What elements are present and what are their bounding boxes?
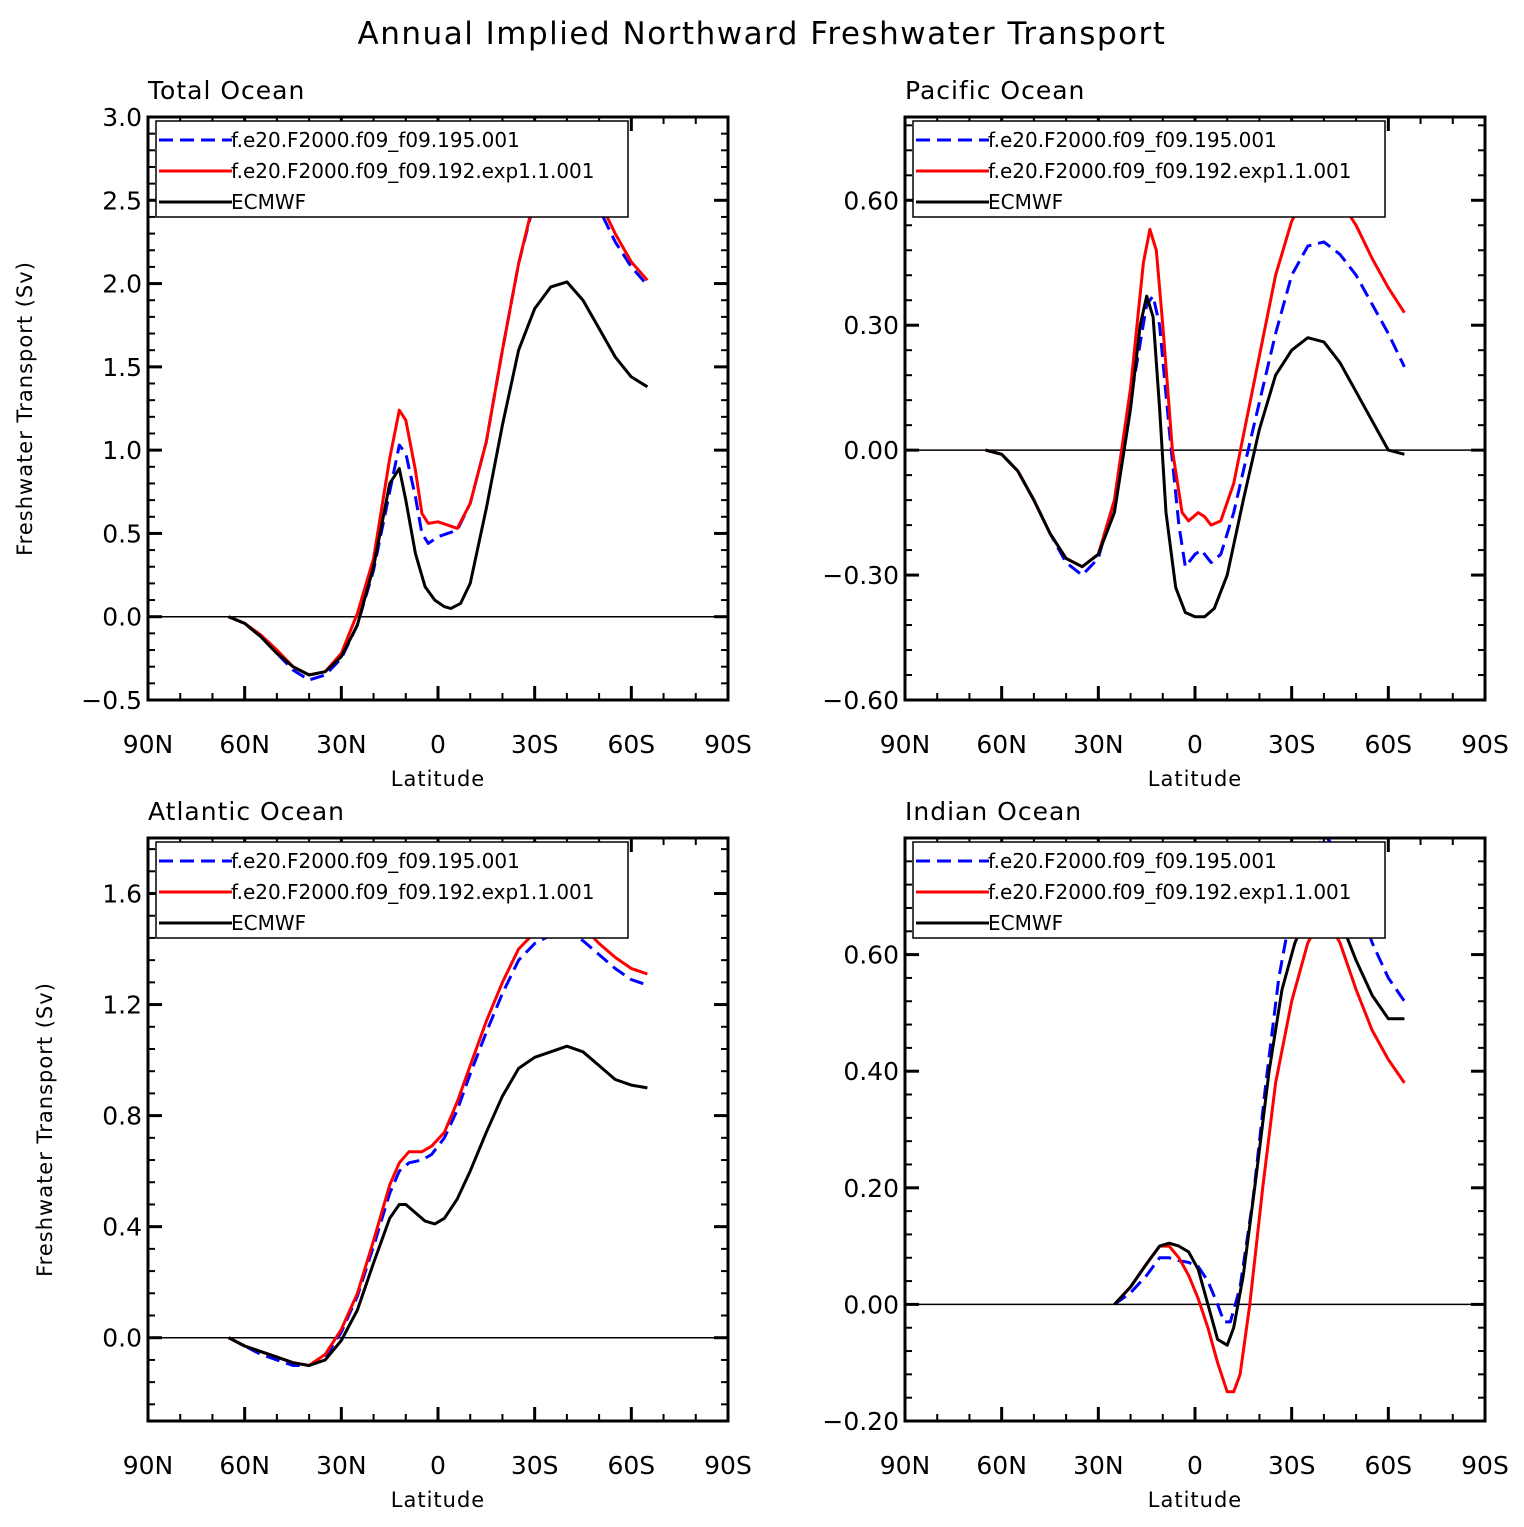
series-line	[227, 1044, 648, 1367]
legend-label: ECMWF	[988, 911, 1063, 935]
x-tick-label: 30N	[1073, 730, 1124, 759]
x-tick-label: 90N	[123, 1451, 174, 1480]
chart-panel: Total Ocean −0.5 0.0 0.5 1.0 1.5 2.0 2.5 3.0 90N 6…	[13, 76, 752, 791]
x-tick-label: 60S	[607, 730, 655, 759]
series-line	[1113, 918, 1406, 1394]
x-tick-label: 90S	[704, 730, 752, 759]
y-tick-label: 3.0	[102, 103, 142, 132]
legend-label: f.e20.F2000.f09_f09.195.001	[988, 128, 1277, 152]
y-tick-label: 1.5	[102, 353, 142, 382]
x-tick-label: 0	[430, 730, 446, 759]
x-tick-label: 90S	[1461, 730, 1509, 759]
y-tick-label: −0.60	[822, 686, 899, 715]
chart-panel: Indian Ocean −0.20 0.00 0.20 0.40 0.60 90N 60N 3…	[822, 797, 1508, 1512]
legend-label: ECMWF	[988, 190, 1063, 214]
y-axis-label: Freshwater Transport (Sv)	[13, 261, 37, 556]
figure-title: Annual Implied Northward Freshwater Tran…	[358, 16, 1167, 52]
legend-box	[155, 120, 629, 218]
y-tick-label: 0.30	[843, 311, 899, 340]
y-tick-label: 0.20	[843, 1174, 899, 1203]
y-tick-label: 0.00	[843, 436, 899, 465]
x-axis-label: Latitude	[1148, 1488, 1242, 1512]
chart-panel: Pacific Ocean −0.60 −0.30 0.00 0.30 0.60 90N 60…	[822, 76, 1508, 791]
series-line	[985, 294, 1405, 619]
plot-frame	[903, 115, 1487, 702]
y-tick-label: 0.60	[843, 941, 899, 970]
legend-label: f.e20.F2000.f09_f09.192.exp1.1.001	[988, 880, 1352, 904]
x-tick-label: 60N	[976, 1451, 1027, 1480]
y-tick-label: 2.5	[102, 186, 142, 215]
y-tick-label: 1.6	[102, 880, 142, 909]
y-tick-label: −0.5	[81, 686, 142, 715]
x-tick-label: 30S	[511, 730, 559, 759]
y-axis-label: Freshwater Transport (Sv)	[33, 982, 57, 1277]
x-tick-label: 30N	[316, 1451, 367, 1480]
x-tick-label: 90N	[880, 1451, 931, 1480]
x-tick-label: 0	[1187, 730, 1203, 759]
x-tick-label: 30S	[511, 1451, 559, 1480]
legend-box	[912, 841, 1386, 939]
series-line	[985, 240, 1406, 577]
y-tick-label: −0.30	[822, 561, 899, 590]
x-tick-label: 60S	[607, 1451, 655, 1480]
x-tick-label: 30N	[1073, 1451, 1124, 1480]
x-tick-label: 90N	[880, 730, 931, 759]
legend-box	[155, 841, 629, 939]
legend-label: ECMWF	[231, 190, 306, 214]
x-tick-label: 30S	[1268, 1451, 1316, 1480]
y-tick-label: −0.20	[822, 1407, 899, 1436]
panel-title: Pacific Ocean	[905, 76, 1085, 105]
legend-label: f.e20.F2000.f09_f09.192.exp1.1.001	[988, 159, 1352, 183]
x-axis-label: Latitude	[1148, 767, 1242, 791]
y-tick-label: 0.60	[843, 186, 899, 215]
panel-title: Total Ocean	[147, 76, 305, 105]
plot-frame	[903, 836, 1487, 1423]
x-tick-label: 0	[1187, 1451, 1203, 1480]
x-tick-label: 90S	[1461, 1451, 1509, 1480]
x-tick-label: 90N	[123, 730, 174, 759]
plot-frame	[146, 115, 730, 702]
y-tick-label: 0.00	[843, 1290, 899, 1319]
panel-title: Atlantic Ocean	[148, 797, 345, 826]
y-tick-label: 0.40	[843, 1057, 899, 1086]
legend-label: f.e20.F2000.f09_f09.192.exp1.1.001	[231, 159, 595, 183]
series-line	[228, 280, 649, 677]
x-tick-label: 60N	[219, 730, 270, 759]
panel-title: Indian Ocean	[905, 797, 1082, 826]
x-axis-label: Latitude	[391, 767, 485, 791]
chart-panel: Atlantic Ocean 0.0 0.4 0.8 1.2 1.6 90N 60N 30N 0 3…	[33, 797, 752, 1512]
x-tick-label: 30N	[316, 730, 367, 759]
y-tick-label: 0.5	[102, 519, 142, 548]
legend-label: f.e20.F2000.f09_f09.192.exp1.1.001	[231, 880, 595, 904]
legend-label: ECMWF	[231, 911, 306, 935]
x-tick-label: 60N	[219, 1451, 270, 1480]
y-tick-label: 1.0	[102, 436, 142, 465]
x-tick-label: 60S	[1364, 730, 1412, 759]
x-axis-label: Latitude	[391, 1488, 485, 1512]
y-tick-label: 0.8	[102, 1102, 142, 1131]
y-tick-label: 0.4	[102, 1213, 142, 1242]
series-line	[228, 157, 649, 682]
y-tick-label: 0.0	[102, 1324, 142, 1353]
legend-label: f.e20.F2000.f09_f09.195.001	[988, 849, 1277, 873]
x-tick-label: 90S	[704, 1451, 752, 1480]
plot-frame	[146, 836, 730, 1423]
legend-box	[912, 120, 1386, 218]
legend-label: f.e20.F2000.f09_f09.195.001	[231, 849, 520, 873]
y-tick-label: 1.2	[102, 991, 142, 1020]
x-tick-label: 60S	[1364, 1451, 1412, 1480]
x-tick-label: 60N	[976, 730, 1027, 759]
y-tick-label: 2.0	[102, 270, 142, 299]
legend-label: f.e20.F2000.f09_f09.195.001	[231, 128, 520, 152]
y-tick-label: 0.0	[102, 603, 142, 632]
x-tick-label: 30S	[1268, 730, 1316, 759]
x-tick-label: 0	[430, 1451, 446, 1480]
